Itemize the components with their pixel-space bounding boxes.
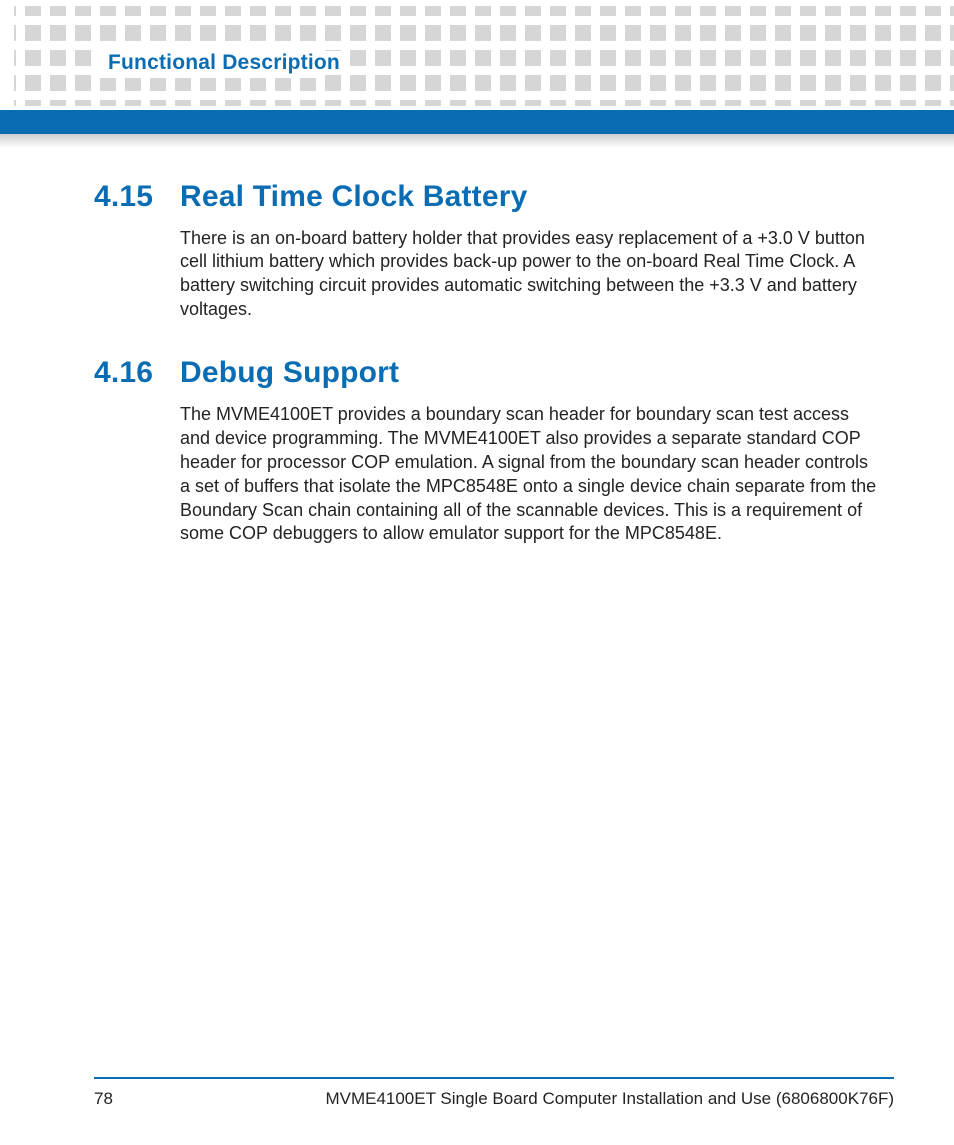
section-heading: 4.15 Real Time Clock Battery <box>94 180 882 215</box>
page-content: 4.15 Real Time Clock Battery There is an… <box>94 180 882 580</box>
document-title: MVME4100ET Single Board Computer Install… <box>325 1089 894 1109</box>
section-number: 4.16 <box>94 356 180 391</box>
footer-row: 78 MVME4100ET Single Board Computer Inst… <box>94 1089 894 1109</box>
section-heading: 4.16 Debug Support <box>94 356 882 391</box>
page-footer: 78 MVME4100ET Single Board Computer Inst… <box>94 1077 894 1109</box>
footer-rule <box>94 1077 894 1079</box>
section-title: Real Time Clock Battery <box>180 180 528 215</box>
section-4-15: 4.15 Real Time Clock Battery There is an… <box>94 180 882 322</box>
section-body: There is an on-board battery holder that… <box>180 227 882 323</box>
header-grey-fade <box>0 134 954 148</box>
section-title: Debug Support <box>180 356 399 391</box>
section-4-16: 4.16 Debug Support The MVME4100ET provid… <box>94 356 882 546</box>
chapter-label: Functional Description <box>108 51 348 75</box>
section-body: The MVME4100ET provides a boundary scan … <box>180 403 882 547</box>
section-number: 4.15 <box>94 180 180 215</box>
page-number: 78 <box>94 1089 113 1109</box>
header-blue-bar <box>0 110 954 134</box>
